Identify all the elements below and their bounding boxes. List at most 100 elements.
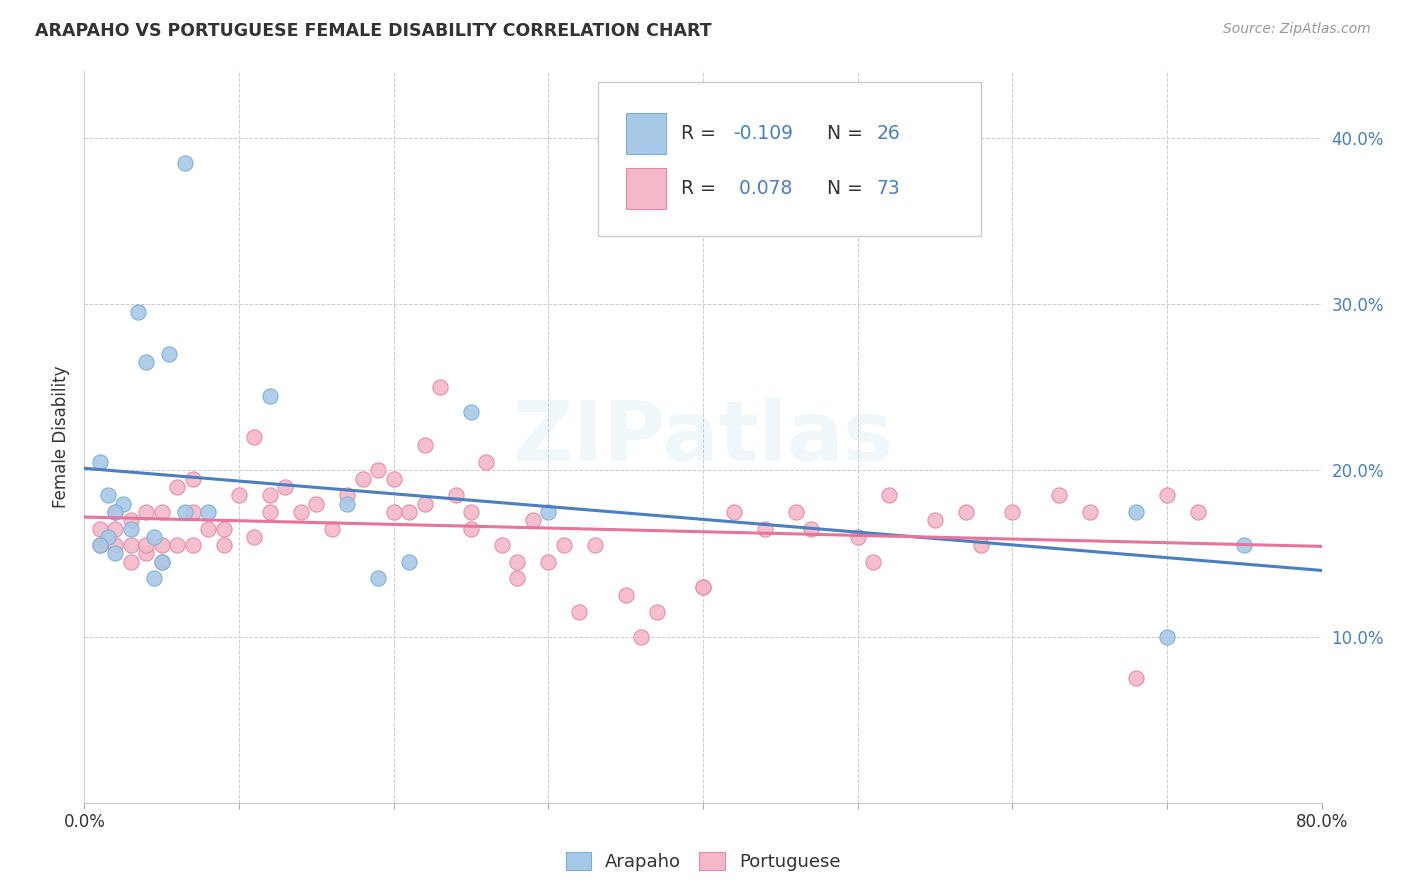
Point [305, 497, 328, 511]
Point [413, 438, 436, 452]
Point [382, 472, 405, 486]
Point [89, 455, 111, 469]
Point [537, 555, 560, 569]
Point [104, 505, 127, 519]
FancyBboxPatch shape [626, 113, 666, 153]
Text: -0.109: -0.109 [733, 124, 793, 143]
Point [1125, 671, 1147, 685]
Point [120, 513, 142, 527]
Point [444, 488, 467, 502]
Point [89, 538, 111, 552]
Point [1156, 630, 1178, 644]
Point [274, 480, 297, 494]
Point [460, 405, 482, 419]
Point [645, 605, 668, 619]
Point [104, 521, 127, 535]
Text: N =: N = [827, 179, 869, 198]
Point [537, 505, 560, 519]
Point [181, 505, 204, 519]
Point [460, 521, 482, 535]
Text: 73: 73 [876, 179, 900, 198]
FancyBboxPatch shape [598, 82, 981, 235]
Point [197, 521, 219, 535]
Point [197, 505, 219, 519]
Point [1078, 505, 1101, 519]
Point [583, 538, 606, 552]
Point [862, 555, 884, 569]
Point [522, 513, 544, 527]
Point [174, 155, 197, 169]
Point [970, 538, 993, 552]
Point [568, 605, 591, 619]
Point [290, 505, 312, 519]
Point [846, 530, 869, 544]
Point [491, 538, 513, 552]
Point [1156, 488, 1178, 502]
Text: R =: R = [681, 179, 721, 198]
Point [150, 555, 173, 569]
Point [955, 505, 977, 519]
Point [630, 630, 652, 644]
Point [135, 538, 157, 552]
Point [120, 521, 142, 535]
Point [89, 521, 111, 535]
Point [104, 505, 127, 519]
Text: Source: ZipAtlas.com: Source: ZipAtlas.com [1223, 22, 1371, 37]
Point [259, 488, 281, 502]
Point [413, 497, 436, 511]
Point [723, 505, 745, 519]
Point [259, 505, 281, 519]
Point [96, 530, 118, 544]
Point [352, 472, 374, 486]
Point [754, 521, 776, 535]
Point [475, 455, 498, 469]
Point [877, 488, 900, 502]
FancyBboxPatch shape [626, 169, 666, 209]
Point [336, 488, 359, 502]
Text: N =: N = [827, 124, 869, 143]
Point [367, 571, 389, 585]
Point [143, 530, 166, 544]
Point [166, 480, 188, 494]
Point [321, 521, 343, 535]
Point [96, 488, 118, 502]
Point [692, 580, 714, 594]
Point [181, 538, 204, 552]
Point [150, 538, 173, 552]
Point [150, 555, 173, 569]
Text: 0.078: 0.078 [733, 179, 792, 198]
Point [159, 347, 180, 361]
Point [166, 538, 188, 552]
Point [692, 580, 714, 594]
Point [785, 505, 807, 519]
Y-axis label: Female Disability: Female Disability [52, 366, 70, 508]
Point [127, 305, 149, 319]
Text: 26: 26 [876, 124, 900, 143]
Point [135, 546, 157, 560]
Legend: Arapaho, Portuguese: Arapaho, Portuguese [558, 846, 848, 879]
Text: ARAPAHO VS PORTUGUESE FEMALE DISABILITY CORRELATION CHART: ARAPAHO VS PORTUGUESE FEMALE DISABILITY … [35, 22, 711, 40]
Point [174, 505, 197, 519]
Point [336, 497, 359, 511]
Point [143, 571, 166, 585]
Point [1047, 488, 1070, 502]
Point [228, 488, 250, 502]
Point [1001, 505, 1024, 519]
Point [1233, 538, 1256, 552]
Point [1187, 505, 1209, 519]
Point [800, 521, 823, 535]
Point [382, 505, 405, 519]
Point [924, 513, 946, 527]
Point [135, 505, 157, 519]
Point [212, 521, 235, 535]
Point [181, 472, 204, 486]
Text: ZIPatlas: ZIPatlas [513, 397, 893, 477]
Point [212, 538, 235, 552]
Point [104, 538, 127, 552]
Text: R =: R = [681, 124, 721, 143]
Point [1125, 505, 1147, 519]
Point [243, 430, 266, 444]
Point [89, 538, 111, 552]
Point [506, 571, 529, 585]
Point [135, 355, 157, 369]
